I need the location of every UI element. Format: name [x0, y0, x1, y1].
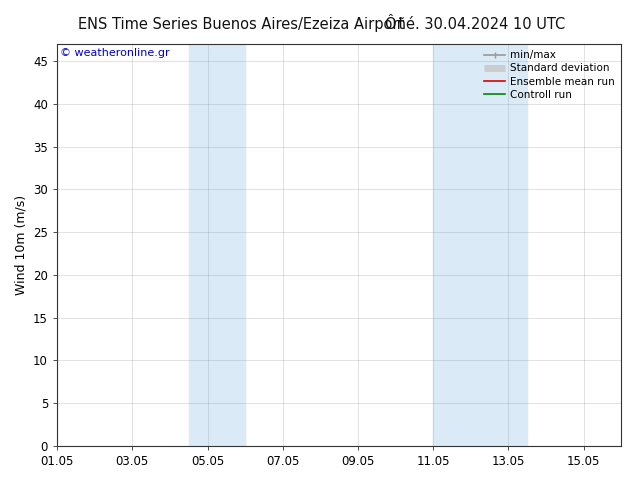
Text: Ôñé. 30.04.2024 10 UTC: Ôñé. 30.04.2024 10 UTC	[385, 17, 566, 32]
Y-axis label: Wind 10m (m/s): Wind 10m (m/s)	[15, 195, 28, 295]
Bar	[189, 44, 245, 446]
Text: ENS Time Series Buenos Aires/Ezeiza Airport: ENS Time Series Buenos Aires/Ezeiza Airp…	[78, 17, 404, 32]
Legend: min/max, Standard deviation, Ensemble mean run, Controll run: min/max, Standard deviation, Ensemble me…	[480, 46, 619, 104]
Bar	[433, 44, 527, 446]
Text: © weatheronline.gr: © weatheronline.gr	[60, 48, 169, 58]
